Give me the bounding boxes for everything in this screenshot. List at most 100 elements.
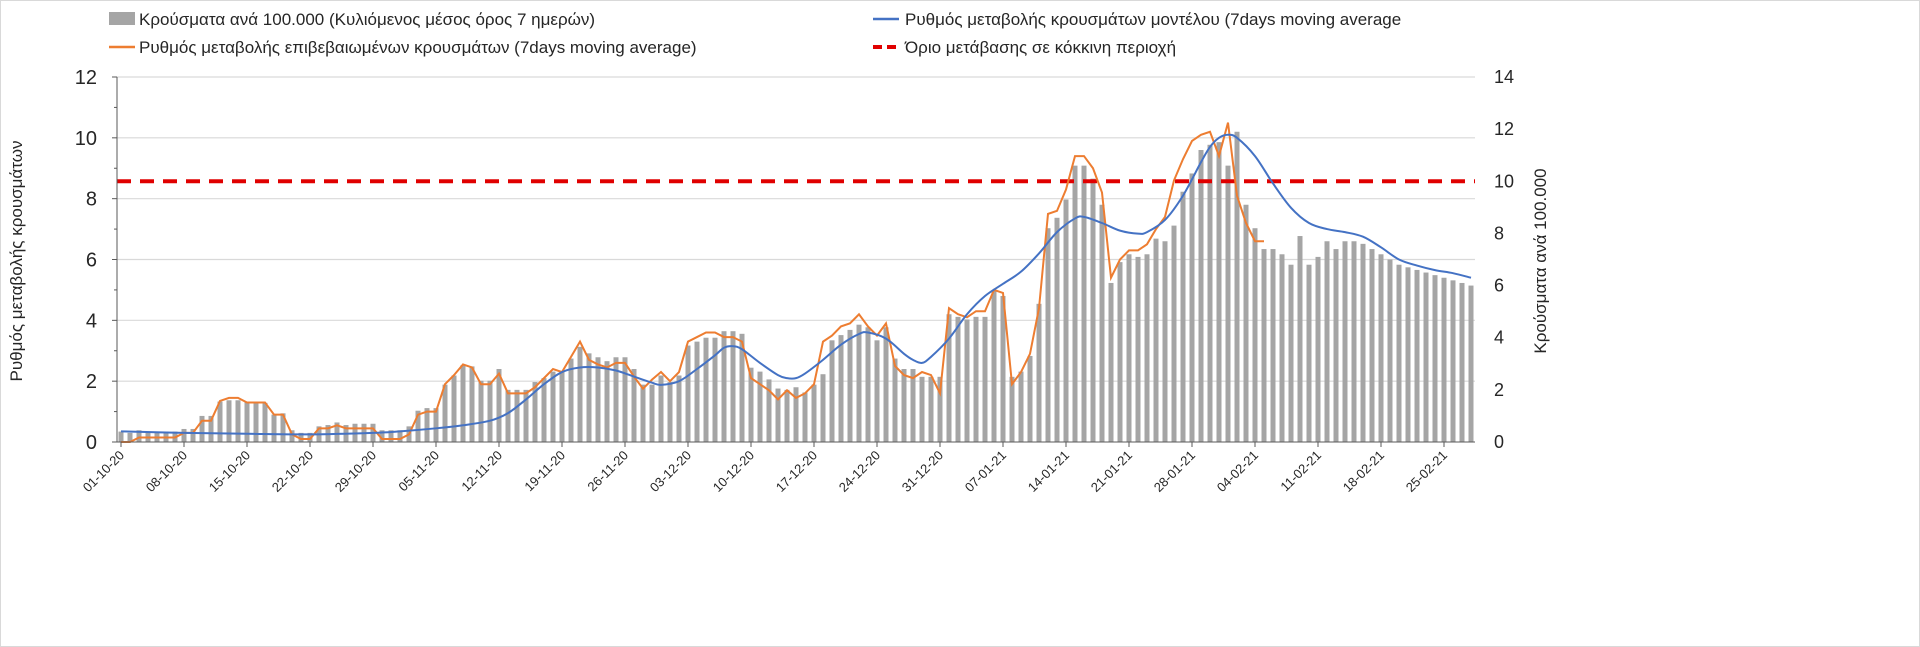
bar: [883, 327, 889, 442]
legend-swatch-bars: [109, 12, 135, 25]
gridlines: [117, 76, 1475, 382]
bar: [631, 369, 637, 442]
bar: [1315, 256, 1321, 442]
y-tick-label-right: 4: [1494, 328, 1504, 348]
bar: [964, 319, 970, 442]
bar: [928, 376, 934, 442]
x-tick-label: 19-11-20: [521, 448, 568, 495]
bar: [199, 415, 205, 442]
bar: [460, 365, 466, 442]
bar: [838, 335, 844, 442]
bar: [388, 430, 394, 442]
y-axis-title-left: Ρυθμός μεταβολής κρουσμάτων: [7, 141, 26, 382]
bar: [694, 341, 700, 442]
bar: [523, 389, 529, 442]
bar: [1171, 225, 1177, 442]
bar: [424, 408, 430, 442]
bar: [739, 333, 745, 442]
x-tick-label: 05-11-20: [395, 448, 442, 495]
bar: [1072, 165, 1078, 442]
bar: [748, 367, 754, 442]
bar: [1207, 144, 1213, 443]
x-tick-label: 21-01-21: [1088, 448, 1135, 495]
bar: [793, 387, 799, 442]
bar: [1036, 303, 1042, 442]
y-tick-label-left: 2: [86, 371, 97, 393]
bar: [676, 375, 682, 442]
bar: [496, 369, 502, 442]
bar: [514, 389, 520, 442]
x-tick-label: 14-01-21: [1025, 448, 1072, 495]
bar: [1108, 282, 1114, 442]
bar: [946, 314, 952, 442]
bar: [892, 358, 898, 442]
bar: [433, 408, 439, 442]
y-tick-label-left: 4: [86, 310, 97, 332]
bar: [775, 388, 781, 442]
bar: [1468, 285, 1474, 442]
bar: [478, 380, 484, 442]
x-tick-label: 26-11-20: [584, 448, 631, 495]
bar: [703, 337, 709, 442]
bar: [829, 340, 835, 442]
bar: [1000, 296, 1006, 442]
y-tick-label-left: 8: [86, 189, 97, 211]
bar: [667, 382, 673, 442]
x-tick-label: 18-02-21: [1340, 448, 1387, 495]
bar: [1243, 204, 1249, 442]
bar: [1369, 249, 1375, 442]
bar: [298, 432, 304, 442]
bar: [595, 357, 601, 442]
bar: [1351, 241, 1357, 442]
bar: [802, 392, 808, 442]
bar: [415, 410, 421, 442]
bar: [1360, 243, 1366, 442]
bar: [874, 340, 880, 442]
bar: [1180, 191, 1186, 442]
bar: [613, 357, 619, 442]
x-tick-label: 15-10-20: [206, 448, 253, 495]
bar: [901, 369, 907, 442]
bar: [685, 345, 691, 442]
y-tick-label-right: 8: [1494, 223, 1504, 243]
bar: [487, 380, 493, 442]
bar: [847, 329, 853, 442]
bar: [127, 432, 133, 442]
bar: [289, 430, 295, 442]
y-tick-label-right: 14: [1494, 67, 1514, 87]
y-tick-label-right: 0: [1494, 432, 1504, 452]
y-axis-title-right: Κρούσματα ανά 100.000: [1531, 168, 1550, 353]
y-tick-label-left: 12: [75, 67, 97, 89]
y-tick-label-right: 6: [1494, 276, 1504, 296]
bar: [208, 415, 214, 442]
bar-series: [118, 131, 1474, 443]
y-tick-label-left: 6: [86, 250, 97, 272]
bar: [271, 414, 277, 442]
bar: [1144, 254, 1150, 442]
bar: [577, 346, 583, 442]
bar: [1117, 262, 1123, 442]
legend-label-red: Όριο μετάβασης σε κόκκινη περιοχή: [904, 38, 1176, 57]
x-tick-label: 03-12-20: [647, 448, 694, 495]
x-tick-label: 22-10-20: [269, 448, 316, 495]
x-tick-label: 01-10-20: [80, 448, 127, 495]
bar: [640, 384, 646, 442]
bar: [1324, 241, 1330, 442]
bar: [865, 327, 871, 442]
bar: [784, 389, 790, 442]
bar: [1027, 355, 1033, 442]
bar: [766, 379, 772, 442]
x-tick-label: 29-10-20: [332, 448, 379, 495]
bar: [991, 290, 997, 442]
bar: [253, 402, 259, 442]
legend-label-orange: Ρυθμός μεταβολής επιβεβαιωμένων κρουσμάτ…: [139, 38, 697, 57]
bar: [1378, 254, 1384, 442]
bar: [397, 430, 403, 442]
bar: [712, 337, 718, 442]
bar: [1234, 131, 1240, 442]
x-tick-label: 07-01-21: [962, 448, 1009, 495]
bar: [1261, 249, 1267, 442]
bar: [1405, 267, 1411, 442]
bar: [1432, 275, 1438, 442]
